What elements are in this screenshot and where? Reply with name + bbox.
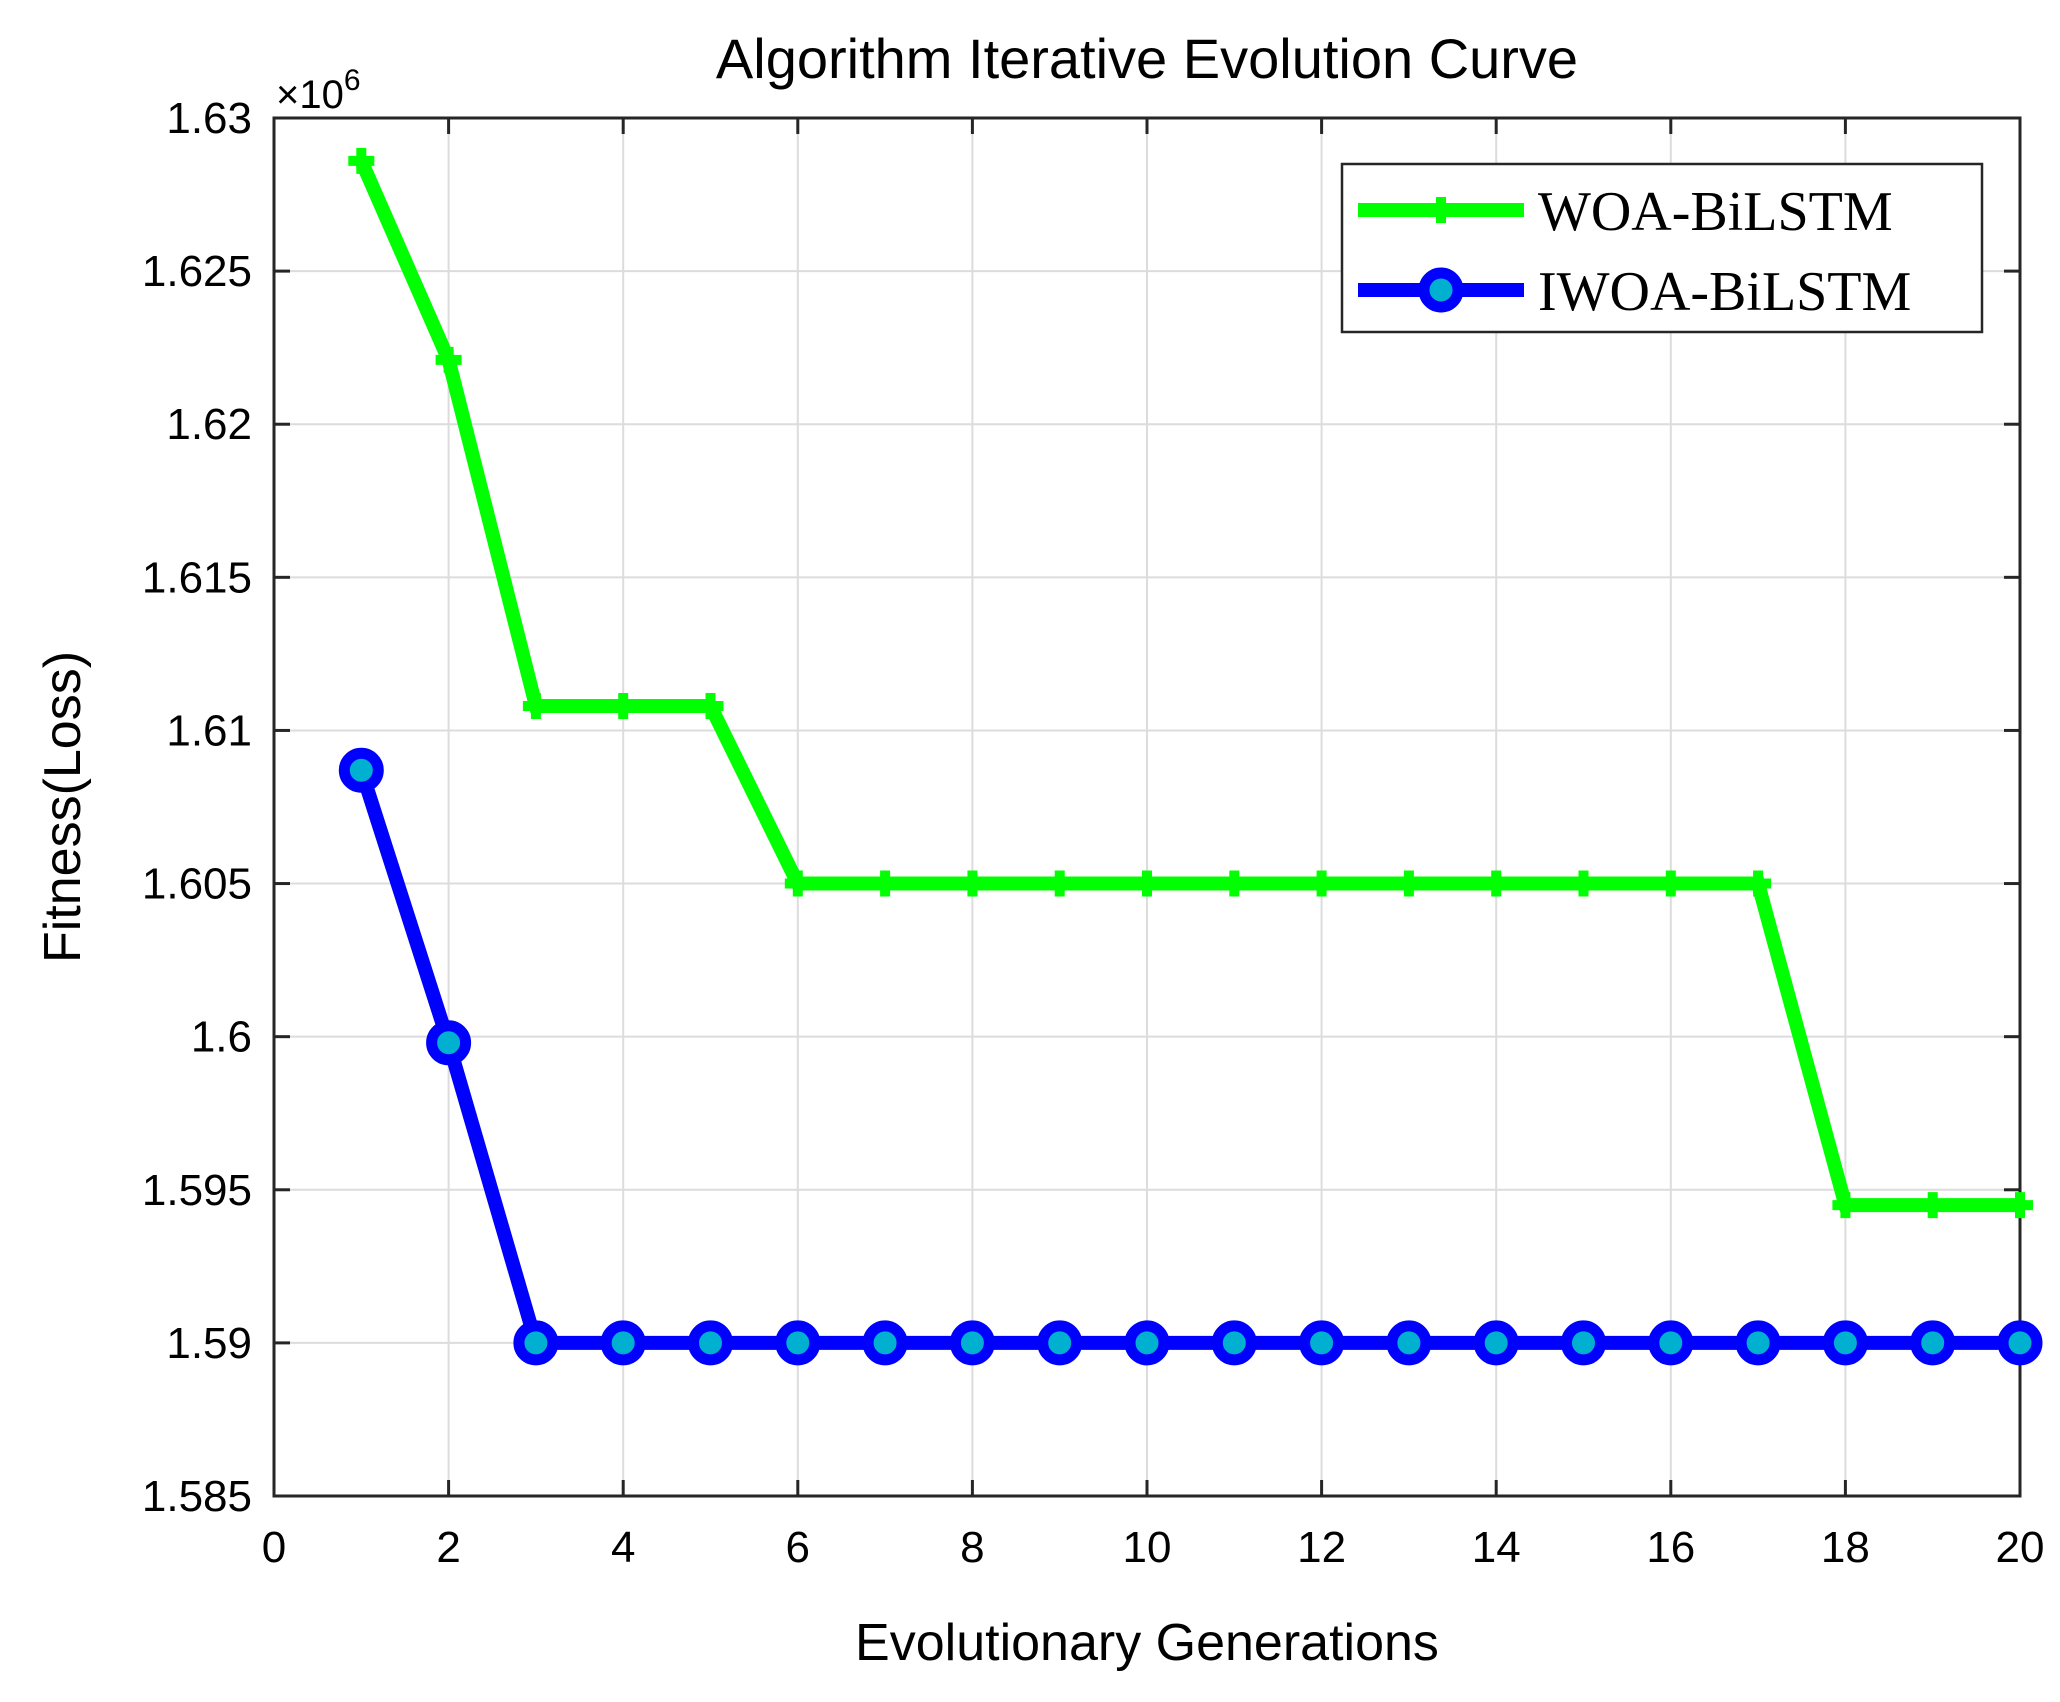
y-tick-label: 1.615 <box>142 553 252 602</box>
data-point <box>1570 870 1597 897</box>
x-tick-label: 18 <box>1821 1523 1870 1572</box>
legend-items: WOA-BiLSTM IWOA-BiLSTM <box>1358 181 1911 323</box>
data-point <box>784 870 811 897</box>
data-point <box>1832 1192 1859 1219</box>
series-iwoa-bilstm <box>338 747 2043 1366</box>
data-point <box>1308 870 1335 897</box>
x-tick-label: 14 <box>1472 1523 1521 1572</box>
data-point <box>348 147 375 174</box>
data-point <box>1997 1320 2043 1366</box>
data-point <box>338 747 384 793</box>
data-point <box>1221 870 1248 897</box>
data-point <box>949 1320 995 1366</box>
legend-item: IWOA-BiLSTM <box>1358 261 1911 323</box>
data-point <box>862 1320 908 1366</box>
data-point <box>2007 1192 2033 1219</box>
legend-marker <box>1418 267 1464 313</box>
data-point <box>1299 1320 1345 1366</box>
y-axis-label: Fitness(Loss) <box>34 651 92 963</box>
series-line <box>354 158 2020 1213</box>
series-woa-bilstm <box>348 147 2033 1219</box>
data-point <box>426 1020 472 1066</box>
data-point <box>1745 870 1772 897</box>
data-point <box>1124 1320 1170 1366</box>
data-point <box>513 1320 559 1366</box>
data-point <box>1561 1320 1606 1366</box>
y-tick-label: 1.63 <box>166 94 252 143</box>
y-tick-label: 1.6 <box>191 1013 252 1062</box>
x-tick-label: 0 <box>262 1523 286 1572</box>
data-point <box>1386 1320 1432 1366</box>
x-tick-label: 20 <box>1996 1523 2045 1572</box>
y-multiplier-base: ×10 <box>276 73 344 117</box>
legend-label: WOA-BiLSTM <box>1538 181 1893 243</box>
y-tick-label: 1.625 <box>142 247 252 296</box>
y-tick-label: 1.59 <box>166 1319 252 1368</box>
data-point <box>1473 1320 1519 1366</box>
x-tick-label: 8 <box>960 1523 984 1572</box>
data-point <box>1037 1320 1083 1366</box>
x-tick-label: 2 <box>436 1523 460 1572</box>
data-point <box>1395 870 1422 897</box>
y-axis-multiplier: ×106 <box>276 64 361 117</box>
x-tick-label: 10 <box>1123 1523 1172 1572</box>
data-point <box>435 346 462 373</box>
y-tick-label: 1.61 <box>166 706 252 755</box>
data-point <box>872 870 899 897</box>
legend-item: WOA-BiLSTM <box>1358 181 1893 243</box>
series-layer <box>338 147 2043 1366</box>
legend: WOA-BiLSTM IWOA-BiLSTM <box>1340 162 1984 334</box>
data-point <box>1134 870 1160 897</box>
data-point <box>959 870 986 897</box>
data-point <box>1910 1320 1956 1366</box>
x-axis-label: Evolutionary Generations <box>855 1614 1439 1672</box>
axis-ticks <box>272 116 2022 1498</box>
data-point <box>688 1320 733 1366</box>
y-multiplier-exponent: 6 <box>344 64 361 97</box>
data-point <box>1919 1192 1946 1219</box>
data-point <box>600 1320 646 1366</box>
y-tick-labels: 1.585 1.59 1.595 1.6 1.605 1.61 1.615 1.62 1.625… <box>142 94 252 1521</box>
data-point <box>1648 1320 1694 1366</box>
data-point <box>1211 1320 1257 1366</box>
y-tick-label: 1.595 <box>142 1166 252 1215</box>
x-tick-label: 16 <box>1646 1523 1695 1572</box>
x-tick-label: 12 <box>1297 1523 1346 1572</box>
data-point <box>775 1320 821 1366</box>
x-tick-label: 4 <box>611 1523 635 1572</box>
y-tick-label: 1.62 <box>166 400 252 449</box>
x-tick-labels: 0 2 4 6 8 10 12 14 16 18 20 <box>262 1523 2045 1572</box>
chart-title: Algorithm Iterative Evolution Curve <box>716 27 1578 90</box>
y-tick-label: 1.585 <box>142 1472 252 1521</box>
data-point <box>1046 870 1073 897</box>
x-tick-label: 6 <box>786 1523 810 1572</box>
data-point <box>1735 1320 1781 1366</box>
series-line <box>354 768 2020 1350</box>
data-point <box>1822 1320 1868 1366</box>
data-point <box>1483 870 1510 897</box>
data-point <box>697 692 724 719</box>
y-tick-label: 1.605 <box>142 860 252 909</box>
data-point <box>522 692 549 719</box>
data-point <box>610 692 637 719</box>
legend-label: IWOA-BiLSTM <box>1538 261 1911 323</box>
data-point <box>1657 870 1684 897</box>
